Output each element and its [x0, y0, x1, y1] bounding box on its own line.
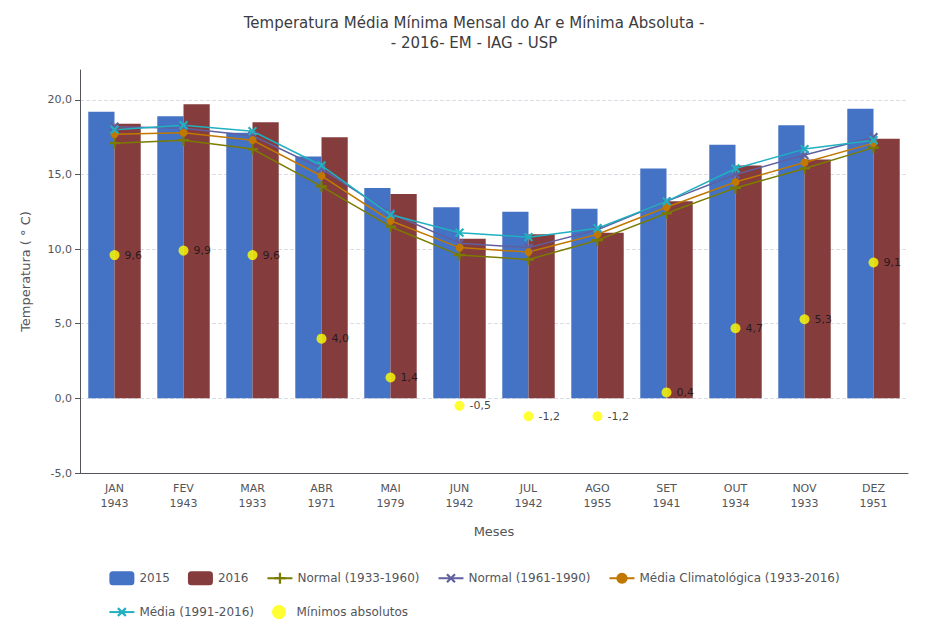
- svg-text:2016: 2016: [218, 571, 249, 585]
- svg-text:SET: SET: [656, 482, 677, 495]
- svg-text:1933: 1933: [239, 497, 267, 510]
- svg-text:0,4: 0,4: [677, 386, 695, 399]
- svg-text:AGO: AGO: [585, 482, 610, 495]
- svg-text:MAR: MAR: [240, 482, 265, 495]
- svg-text:JUL: JUL: [519, 482, 538, 495]
- svg-text:ABR: ABR: [310, 482, 333, 495]
- svg-text:1955: 1955: [584, 497, 612, 510]
- svg-text:1971: 1971: [308, 497, 336, 510]
- svg-text:NOV: NOV: [792, 482, 817, 495]
- svg-text:4,7: 4,7: [746, 322, 764, 335]
- svg-text:Normal (1961-1990): Normal (1961-1990): [468, 571, 590, 585]
- svg-text:1942: 1942: [446, 497, 474, 510]
- svg-text:9,9: 9,9: [194, 244, 212, 257]
- svg-text:5,3: 5,3: [815, 313, 833, 326]
- svg-text:MAI: MAI: [380, 482, 400, 495]
- svg-text:OUT: OUT: [724, 482, 748, 495]
- svg-text:15,0: 15,0: [48, 168, 73, 181]
- svg-text:Meses: Meses: [474, 524, 515, 539]
- svg-text:9,6: 9,6: [263, 249, 281, 262]
- svg-text:0,0: 0,0: [55, 392, 73, 405]
- svg-text:1942: 1942: [515, 497, 543, 510]
- svg-text:JUN: JUN: [449, 482, 470, 495]
- svg-text:JAN: JAN: [104, 482, 124, 495]
- svg-text:1934: 1934: [722, 497, 750, 510]
- svg-text:4,0: 4,0: [332, 332, 350, 345]
- svg-text:Média (1991-2016): Média (1991-2016): [139, 605, 254, 619]
- svg-text:-0,5: -0,5: [470, 399, 491, 412]
- svg-text:1941: 1941: [653, 497, 681, 510]
- svg-text:Mínimos absolutos: Mínimos absolutos: [297, 605, 409, 619]
- svg-text:DEZ: DEZ: [862, 482, 885, 495]
- svg-text:5,0: 5,0: [55, 317, 73, 330]
- svg-text:-5,0: -5,0: [51, 467, 72, 480]
- svg-text:9,6: 9,6: [125, 249, 143, 262]
- svg-text:Normal (1933-1960): Normal (1933-1960): [297, 571, 419, 585]
- svg-text:1979: 1979: [377, 497, 405, 510]
- svg-text:10,0: 10,0: [48, 243, 73, 256]
- svg-text:9,1: 9,1: [884, 256, 902, 269]
- svg-text:1943: 1943: [101, 497, 129, 510]
- svg-text:-1,2: -1,2: [539, 410, 560, 423]
- svg-text:1,4: 1,4: [401, 371, 419, 384]
- svg-text:1943: 1943: [170, 497, 198, 510]
- svg-text:Temperatura ( ° C): Temperatura ( ° C): [18, 211, 33, 333]
- svg-text:1933: 1933: [791, 497, 819, 510]
- svg-text:20,0: 20,0: [48, 93, 73, 106]
- svg-text:Temperatura Média Mínima Mensa: Temperatura Média Mínima Mensal do Ar e …: [243, 14, 705, 32]
- svg-text:2015: 2015: [139, 571, 170, 585]
- svg-text:1951: 1951: [860, 497, 888, 510]
- svg-text:- 2016- EM - IAG - USP: - 2016- EM - IAG - USP: [391, 34, 557, 52]
- svg-text:-1,2: -1,2: [608, 410, 629, 423]
- svg-text:FEV: FEV: [173, 482, 194, 495]
- svg-text:Média Climatológica (1933-2016: Média Climatológica (1933-2016): [639, 571, 839, 585]
